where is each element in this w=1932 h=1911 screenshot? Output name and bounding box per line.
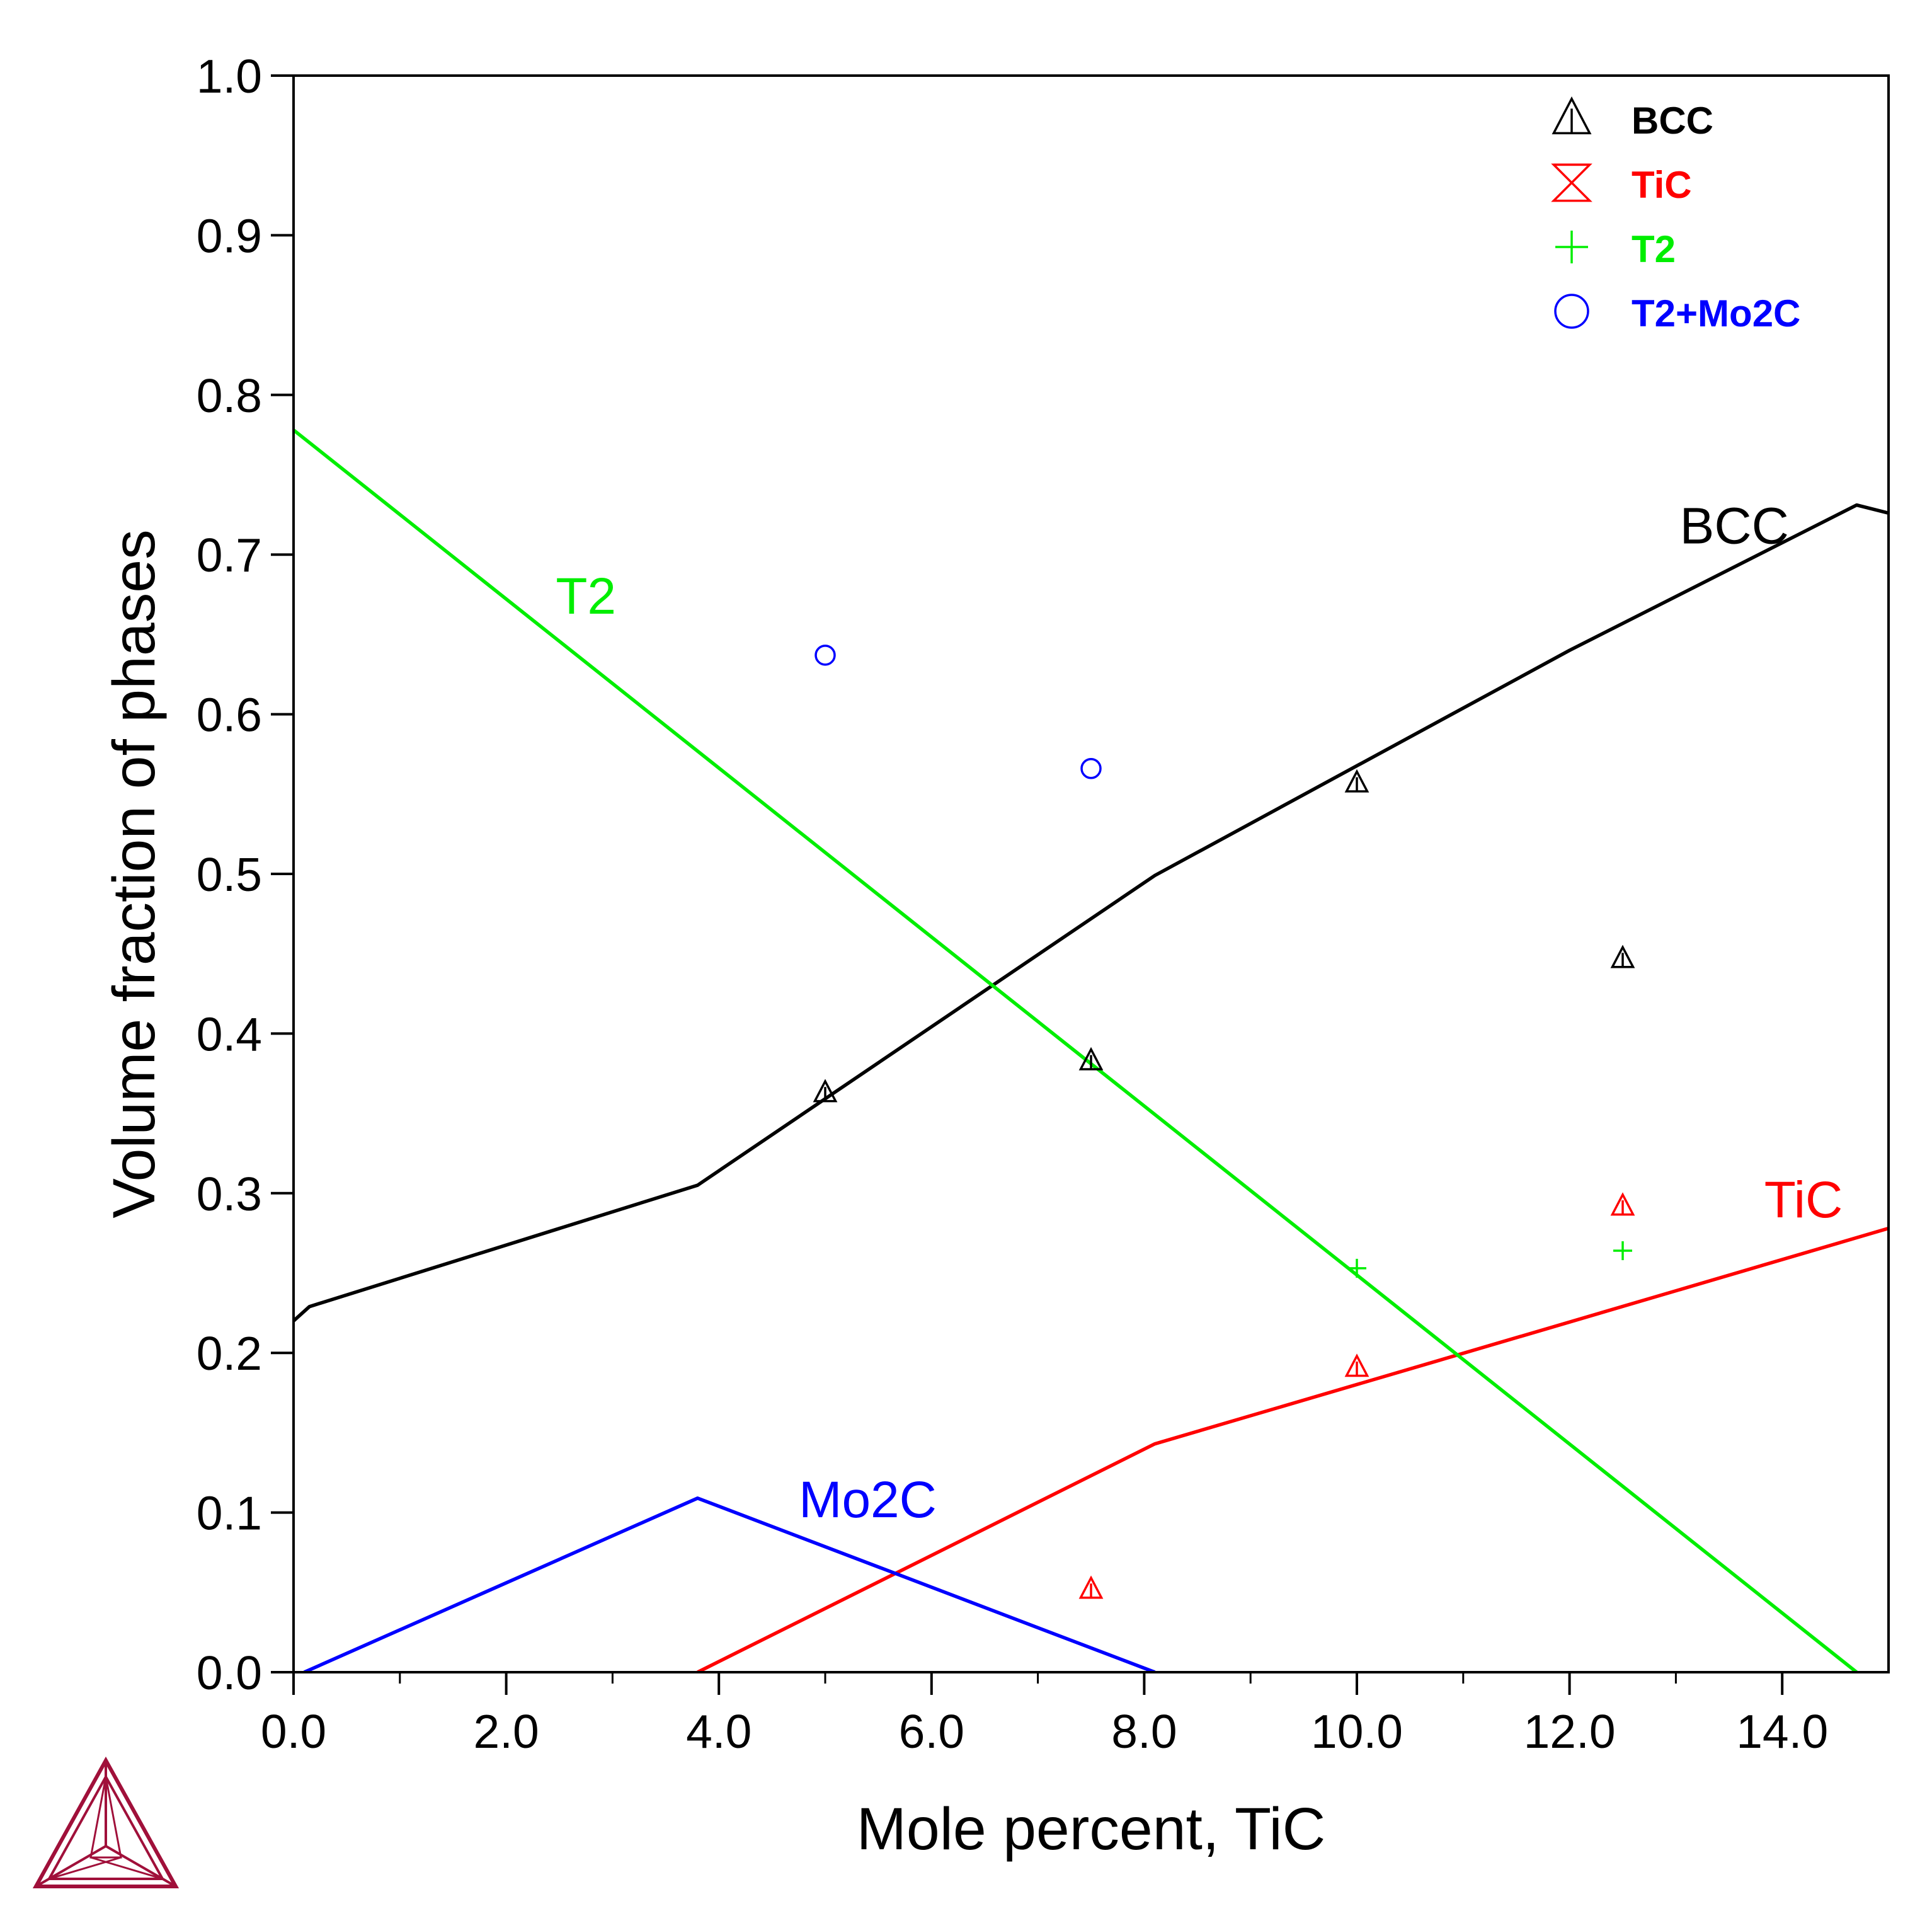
marker-plus bbox=[1347, 1258, 1366, 1278]
y-tick-label: 0.4 bbox=[197, 1007, 262, 1060]
marker-triangle bbox=[1078, 1575, 1104, 1599]
series-lines bbox=[294, 428, 1889, 1672]
y-tick-label: 0.0 bbox=[197, 1646, 262, 1699]
x-tick-label: 10.0 bbox=[1311, 1705, 1403, 1758]
y-tick-label: 0.3 bbox=[197, 1168, 262, 1220]
x-tick-label: 4.0 bbox=[686, 1705, 752, 1758]
curve-label-t2: T2 bbox=[556, 568, 616, 625]
marker-triangle bbox=[813, 1079, 838, 1103]
y-tick-label: 0.1 bbox=[197, 1487, 262, 1540]
series-line-tic bbox=[697, 1226, 1889, 1672]
legend-label: TiC bbox=[1632, 164, 1692, 206]
legend-label: BCC bbox=[1632, 100, 1713, 142]
legend-label: T2 bbox=[1632, 228, 1676, 270]
marker-circle bbox=[1080, 758, 1102, 779]
y-tick-label: 0.5 bbox=[197, 848, 262, 901]
marker-triangle bbox=[1344, 769, 1369, 793]
x-tick-label: 12.0 bbox=[1524, 1705, 1616, 1758]
y-axis-title: Volume fraction of phases bbox=[101, 529, 168, 1218]
x-tick-label: 8.0 bbox=[1111, 1705, 1177, 1758]
x-axis-title: Mole percent, TiC bbox=[857, 1796, 1325, 1862]
legend-symbol-hourglass bbox=[1551, 163, 1592, 202]
series-line-mo2c bbox=[303, 1496, 1156, 1672]
y-tick-label: 0.8 bbox=[197, 369, 262, 422]
y-tick-label: 0.2 bbox=[197, 1327, 262, 1380]
y-tick-label: 0.9 bbox=[197, 209, 262, 262]
marker-triangle bbox=[1610, 944, 1635, 968]
marker-triangle bbox=[1078, 1047, 1104, 1070]
y-tick-label: 0.7 bbox=[197, 529, 262, 582]
marker-circle bbox=[815, 645, 836, 666]
marker-triangle bbox=[1610, 1192, 1635, 1216]
marker-plus bbox=[1613, 1241, 1632, 1261]
legend-label: T2+Mo2C bbox=[1632, 292, 1800, 335]
x-tick-label: 6.0 bbox=[899, 1705, 964, 1758]
x-tick-label: 0.0 bbox=[261, 1705, 326, 1758]
curve-label-mo2c: Mo2C bbox=[799, 1471, 937, 1529]
series-line-t2 bbox=[294, 428, 1858, 1672]
x-tick-label: 14.0 bbox=[1736, 1705, 1828, 1758]
curve-labels: BCC TiC T2 Mo2C bbox=[556, 497, 1843, 1529]
data-markers bbox=[813, 645, 1635, 1599]
thermo-calc-logo-icon bbox=[32, 1756, 180, 1888]
curve-label-bcc: BCC bbox=[1680, 497, 1789, 554]
marker-triangle bbox=[1344, 1353, 1369, 1377]
series-line-bcc bbox=[294, 503, 1889, 1323]
y-tick-label: 1.0 bbox=[197, 50, 262, 103]
legend-symbol-circle bbox=[1554, 294, 1589, 329]
curve-label-tic: TiC bbox=[1764, 1171, 1843, 1229]
legend-symbol-plus bbox=[1555, 231, 1588, 263]
legend-symbol-triangle bbox=[1552, 96, 1592, 135]
axis-ticks: 0.0 2.0 4.0 6.0 8.0 10.0 12.0 14.0 0.0 0.1 0.2 0.3 0… bbox=[197, 50, 1828, 1758]
legend: BCC TiC T2 T2+Mo2C bbox=[1551, 96, 1800, 335]
y-tick-label: 0.6 bbox=[197, 689, 262, 742]
x-tick-label: 2.0 bbox=[473, 1705, 539, 1758]
plot-frame bbox=[292, 74, 1890, 1673]
